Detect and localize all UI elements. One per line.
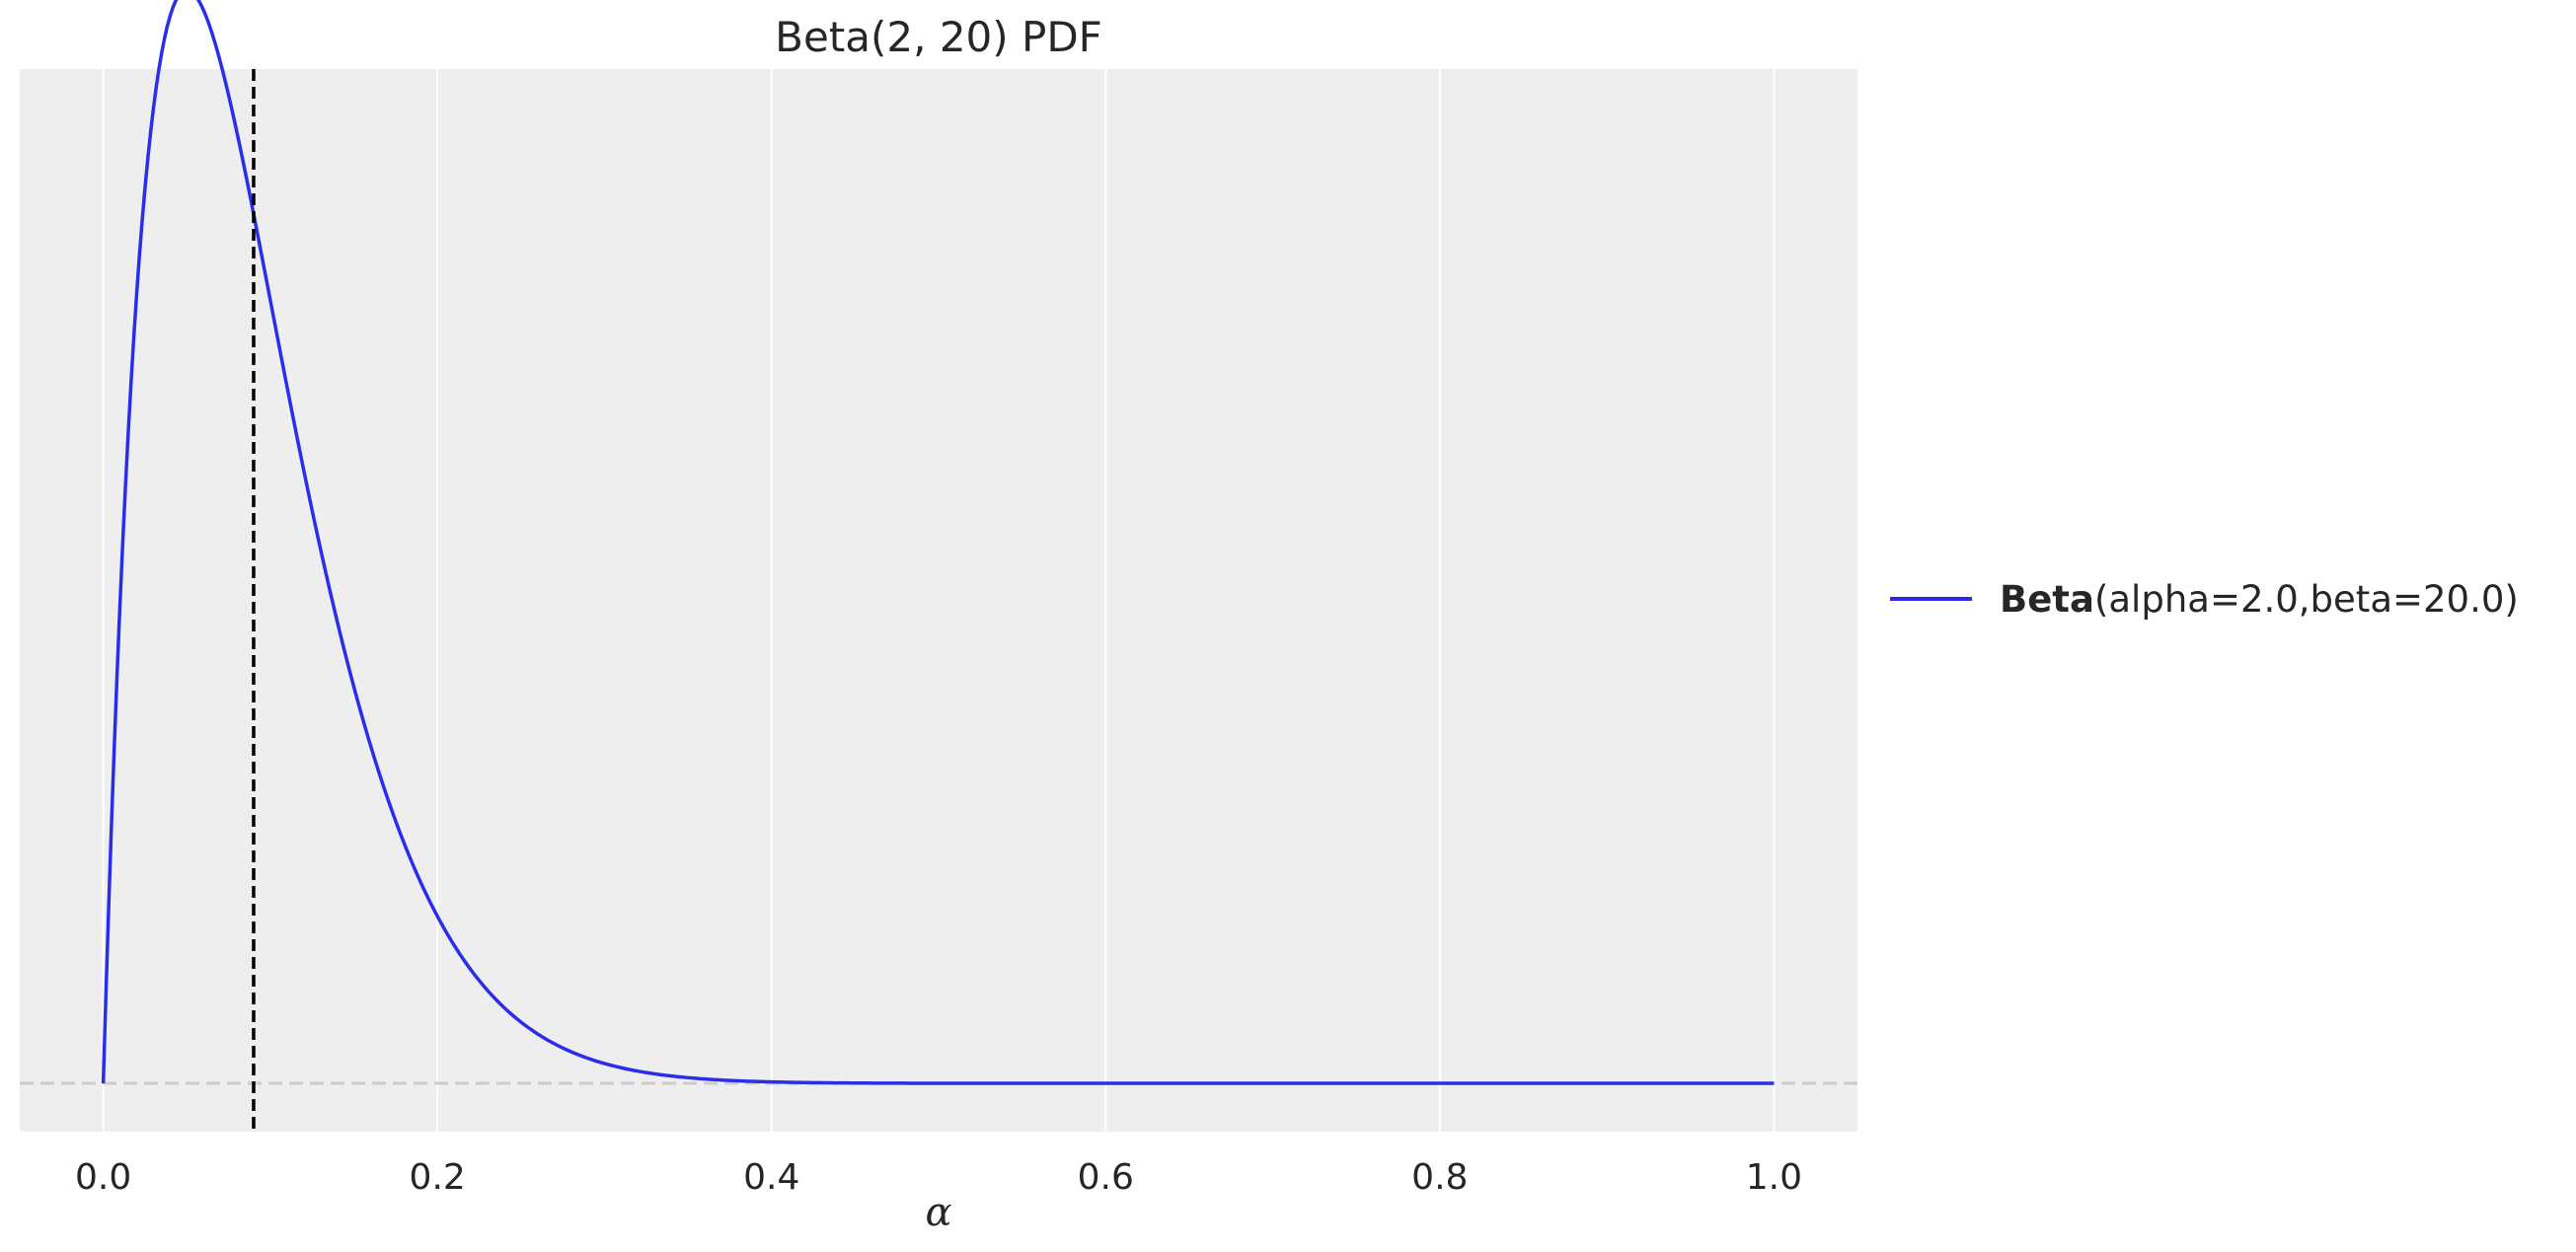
legend-entry-rest: (alpha=2.0,beta=20.0) [2094,578,2519,621]
x-tick-label: 0.2 [410,1157,466,1198]
x-axis-label: α [925,1190,951,1235]
x-tick-label: 0.4 [743,1157,799,1198]
x-tick-label: 0.0 [75,1157,131,1198]
series-lines [101,0,1775,1132]
legend: Beta(alpha=2.0,beta=20.0) [1890,578,2519,621]
x-tick-label: 0.8 [1411,1157,1468,1198]
grid-lines [102,69,1776,1132]
legend-entry-bold: Beta [2000,578,2094,621]
series-line-beta [101,0,1775,1085]
x-tick-label: 0.6 [1078,1157,1134,1198]
legend-entry-label: Beta(alpha=2.0,beta=20.0) [2000,578,2519,621]
x-tick-labels: 0.0 0.2 0.4 0.6 0.8 1.0 [75,1157,1802,1198]
plot-area [20,69,1857,1132]
chart-title: Beta(2, 20) PDF [775,13,1102,61]
x-tick-label: 1.0 [1746,1157,1802,1198]
